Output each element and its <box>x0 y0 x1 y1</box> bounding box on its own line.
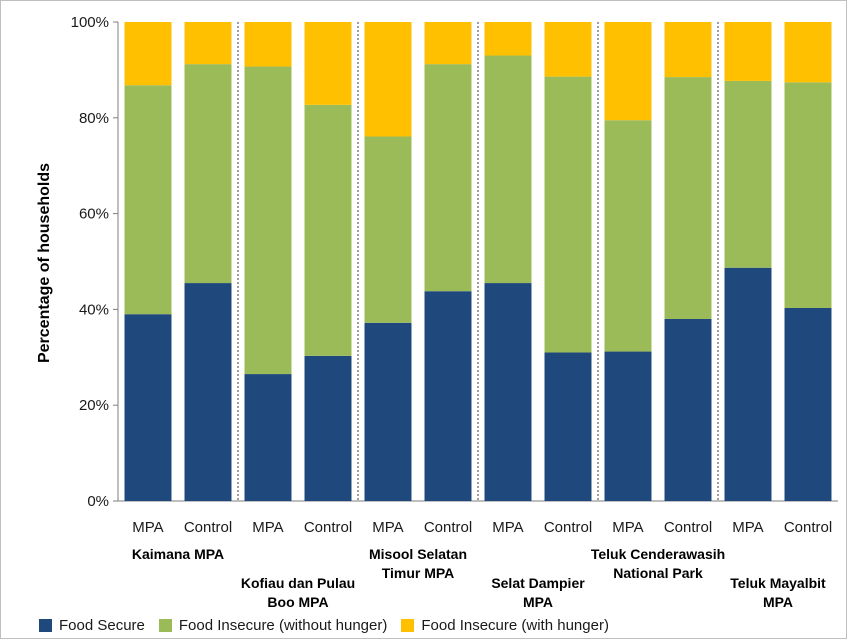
group-label-line: MPA <box>523 594 553 610</box>
bar-segment-food-insecure-without-hunger <box>244 66 292 375</box>
bar-segment-food-secure <box>784 307 832 501</box>
bar-segment-food-insecure-without-hunger <box>544 76 592 353</box>
group-label: Selat Dampier MPA <box>491 575 585 610</box>
legend-item-food-insecure-with-hunger: Food Insecure (with hunger) <box>401 617 609 634</box>
group-label: Teluk Cenderawasih National Park <box>591 546 725 581</box>
legend-swatch-food-insecure-with-hunger <box>401 618 415 632</box>
category-label: MPA <box>612 519 643 536</box>
bar-segment-food-insecure-with-hunger <box>664 22 712 78</box>
bar-segment-food-secure <box>184 283 232 501</box>
bar-segment-food-insecure-with-hunger <box>364 22 412 137</box>
bar-segment-food-insecure-with-hunger <box>604 22 652 121</box>
bar-segment-food-insecure-without-hunger <box>604 120 652 352</box>
group-label-line: Boo MPA <box>267 594 328 610</box>
bar-segment-food-secure <box>424 291 472 501</box>
stacked-bar-chart: 0%20%40%60%80%100% MPA Control MPA Control M… <box>36 14 838 610</box>
bar-segment-food-secure <box>124 314 172 501</box>
bar-segment-food-secure <box>244 374 292 501</box>
bar-segment-food-secure <box>364 322 412 501</box>
category-label: Control <box>784 519 832 536</box>
bar-segment-food-insecure-with-hunger <box>484 22 532 56</box>
bar-segment-food-insecure-without-hunger <box>304 104 352 356</box>
bar-segment-food-secure <box>304 355 352 501</box>
bar-segment-food-insecure-without-hunger <box>484 55 532 284</box>
bar-segment-food-secure <box>544 352 592 501</box>
bar-segment-food-insecure-with-hunger <box>304 22 352 105</box>
group-label-line: Misool Selatan <box>369 546 467 562</box>
group-labels: Kaimana MPA Kofiau dan Pulau Boo MPA Misool… <box>132 546 826 610</box>
group-label: Teluk Mayalbit MPA <box>730 575 826 610</box>
category-label: MPA <box>132 519 163 536</box>
category-label: Control <box>544 519 592 536</box>
bar-segment-food-insecure-with-hunger <box>784 22 832 83</box>
bar-segment-food-insecure-with-hunger <box>544 22 592 77</box>
category-label: MPA <box>372 519 403 536</box>
legend-swatch-food-insecure-without-hunger <box>158 618 172 632</box>
bar-segment-food-insecure-with-hunger <box>424 22 472 65</box>
category-label: Control <box>424 519 472 536</box>
bar-segment-food-insecure-without-hunger <box>124 85 172 315</box>
bar-segment-food-insecure-without-hunger <box>424 64 472 292</box>
category-label: MPA <box>732 519 763 536</box>
legend-item-food-insecure-without-hunger: Food Insecure (without hunger) <box>158 616 388 634</box>
bars <box>124 22 832 501</box>
legend-label-food-insecure-with-hunger: Food Insecure (with hunger) <box>421 616 609 634</box>
y-tick-label: 80% <box>79 110 109 127</box>
bar-segment-food-insecure-without-hunger <box>364 136 412 323</box>
bar-segment-food-insecure-without-hunger <box>784 82 832 308</box>
category-label: Control <box>304 519 352 536</box>
group-label-line: Timur MPA <box>382 565 455 581</box>
category-label: MPA <box>492 519 523 536</box>
group-label-line: Teluk Mayalbit <box>730 575 826 591</box>
y-tick-label: 60% <box>79 206 109 223</box>
bar-segment-food-insecure-without-hunger <box>664 77 712 319</box>
bar-segment-food-insecure-with-hunger <box>184 22 232 65</box>
y-tick-label: 0% <box>87 493 109 510</box>
category-label: MPA <box>252 519 283 536</box>
y-tick-label: 20% <box>79 397 109 414</box>
bar-segment-food-secure <box>724 267 772 501</box>
group-label-line: MPA <box>763 594 793 610</box>
legend-label-food-secure: Food Secure <box>59 616 145 634</box>
group-label-line: Selat Dampier <box>491 575 585 591</box>
group-label-line: Kaimana MPA <box>132 546 224 562</box>
y-tick-label: 100% <box>71 14 109 31</box>
legend-item-food-secure: Food Secure <box>39 617 145 634</box>
bar-segment-food-secure <box>664 318 712 501</box>
group-label: Kaimana MPA <box>132 546 224 562</box>
y-axis: 0% 20% 40% 60% 80% 100% <box>71 14 838 510</box>
legend: Food Secure Food Insecure (without hunge… <box>39 615 623 635</box>
group-label: Misool Selatan Timur MPA <box>369 546 467 581</box>
bar-segment-food-secure <box>484 283 532 501</box>
category-labels: MPA Control MPA Control MPA Control MPA Control… <box>132 519 832 536</box>
group-label: Kofiau dan Pulau Boo MPA <box>241 575 355 610</box>
legend-label-food-insecure-without-hunger: Food Insecure (without hunger) <box>178 616 388 634</box>
legend-swatch-food-secure <box>39 618 52 632</box>
bar-segment-food-secure <box>604 351 652 501</box>
y-axis-title: Percentage of households <box>36 163 53 363</box>
group-label-line: National Park <box>613 565 703 581</box>
bar-segment-food-insecure-with-hunger <box>124 22 172 86</box>
bar-segment-food-insecure-with-hunger <box>724 22 772 81</box>
group-label-line: Kofiau dan Pulau <box>241 575 355 591</box>
group-label-line: Teluk Cenderawasih <box>591 546 725 562</box>
category-label: Control <box>184 519 232 536</box>
category-label: Control <box>664 519 712 536</box>
y-tick-label: 40% <box>79 301 109 318</box>
bar-segment-food-insecure-with-hunger <box>244 22 292 67</box>
bar-segment-food-insecure-without-hunger <box>724 80 772 268</box>
bar-segment-food-insecure-without-hunger <box>184 64 232 284</box>
